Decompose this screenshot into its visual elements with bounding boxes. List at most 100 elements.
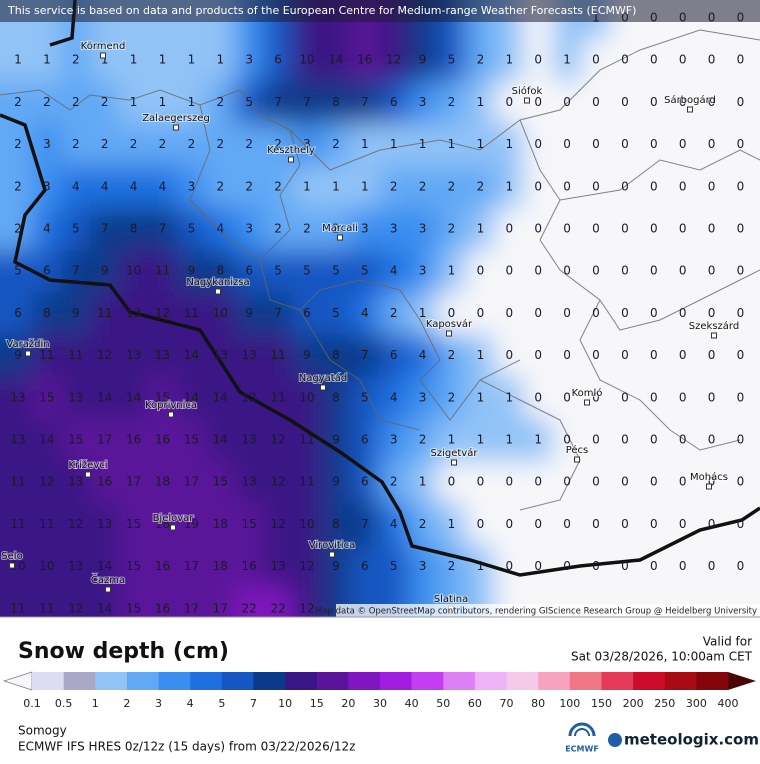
grid-value: 0 bbox=[477, 264, 485, 278]
grid-value: 1 bbox=[505, 137, 513, 151]
legend-title: Snow depth (cm) bbox=[18, 639, 229, 664]
field-cell bbox=[437, 461, 467, 504]
place-marker bbox=[105, 586, 111, 593]
grid-value: 10 bbox=[39, 559, 54, 573]
field-cell bbox=[119, 461, 149, 504]
grid-value: 16 bbox=[155, 601, 170, 615]
grid-value: 6 bbox=[361, 433, 369, 447]
field-cell bbox=[437, 250, 467, 293]
grid-value: 1 bbox=[130, 53, 138, 67]
grid-value: 2 bbox=[14, 137, 22, 151]
grid-value: 5 bbox=[448, 53, 456, 67]
grid-value: 2 bbox=[477, 179, 485, 193]
field-cell bbox=[61, 334, 91, 378]
grid-value: 4 bbox=[101, 179, 109, 193]
field-cell bbox=[234, 418, 265, 462]
field-cell bbox=[610, 207, 640, 251]
grid-value: 0 bbox=[534, 348, 542, 362]
grid-value: 13 bbox=[213, 348, 228, 362]
grid-value: 5 bbox=[361, 264, 369, 278]
grid-value: 1 bbox=[130, 95, 138, 109]
grid-value: 2 bbox=[332, 222, 340, 236]
grid-value: 1 bbox=[216, 53, 224, 67]
field-cell bbox=[610, 503, 640, 546]
grid-value: 3 bbox=[43, 137, 51, 151]
field-cell bbox=[726, 461, 760, 504]
grid-value: 0 bbox=[679, 53, 687, 67]
field-cell bbox=[176, 587, 207, 617]
grid-value: 2 bbox=[274, 179, 282, 193]
legend-swatch bbox=[190, 672, 223, 690]
field-cell bbox=[119, 250, 149, 293]
grid-value: 11 bbox=[39, 517, 54, 531]
field-cell bbox=[494, 81, 525, 124]
place-marker bbox=[100, 52, 106, 59]
field-cell bbox=[32, 292, 62, 335]
grid-value: 16 bbox=[155, 559, 170, 573]
field-cell bbox=[119, 587, 149, 617]
grid-value: 8 bbox=[43, 306, 51, 320]
grid-value: 0 bbox=[679, 475, 687, 489]
grid-value: 5 bbox=[332, 264, 340, 278]
field-cell bbox=[321, 165, 351, 209]
field-cell bbox=[148, 207, 178, 251]
grid-value: 0 bbox=[708, 390, 716, 404]
grid-value: 0 bbox=[448, 306, 456, 320]
place-marker bbox=[687, 106, 693, 113]
field-cell bbox=[523, 503, 554, 546]
grid-value: 2 bbox=[419, 433, 427, 447]
grid-value: 4 bbox=[390, 390, 398, 404]
field-cell bbox=[523, 123, 554, 167]
field-cell bbox=[465, 376, 496, 420]
field-cell bbox=[494, 376, 525, 420]
grid-value: 14 bbox=[184, 348, 199, 362]
field-cell bbox=[581, 207, 611, 251]
grid-value: 0 bbox=[563, 433, 571, 447]
field-cell bbox=[234, 123, 265, 167]
legend-swatch bbox=[95, 672, 128, 690]
field-cell bbox=[523, 376, 554, 420]
grid-value: 2 bbox=[419, 517, 427, 531]
grid-value: 0 bbox=[592, 517, 600, 531]
field-cell bbox=[234, 461, 265, 504]
grid-value: 11 bbox=[10, 517, 25, 531]
legend-under bbox=[2, 671, 33, 691]
place-marker bbox=[337, 234, 343, 241]
place-marker bbox=[288, 156, 294, 163]
grid-value: 2 bbox=[188, 137, 196, 151]
grid-value: 5 bbox=[274, 264, 282, 278]
grid-value: 1 bbox=[419, 306, 427, 320]
grid-value: 0 bbox=[737, 137, 745, 151]
field-cell bbox=[292, 250, 322, 293]
grid-value: 1 bbox=[477, 222, 485, 236]
grid-value: 4 bbox=[159, 179, 167, 193]
field-cell bbox=[90, 418, 120, 462]
field-cell bbox=[119, 503, 149, 546]
grid-value: 1 bbox=[361, 137, 369, 151]
grid-value: 2 bbox=[216, 95, 224, 109]
grid-value: 0 bbox=[650, 348, 658, 362]
field-cell bbox=[408, 334, 438, 378]
grid-value: 0 bbox=[621, 517, 629, 531]
map: 1000001121111136101416129521010000002222… bbox=[0, 0, 760, 617]
grid-value: 0 bbox=[621, 433, 629, 447]
field-cell bbox=[726, 292, 760, 335]
grid-value: 1 bbox=[477, 137, 485, 151]
grid-value: 0 bbox=[534, 222, 542, 236]
field-cell bbox=[610, 250, 640, 293]
grid-value: 2 bbox=[448, 348, 456, 362]
field-cell bbox=[234, 250, 265, 293]
grid-value: 11 bbox=[10, 601, 25, 615]
field-cell bbox=[263, 587, 294, 617]
field-cell bbox=[494, 123, 525, 167]
field-cell bbox=[581, 39, 611, 82]
field-cell bbox=[523, 207, 554, 251]
grid-value: 10 bbox=[299, 517, 314, 531]
grid-value: 5 bbox=[188, 222, 196, 236]
field-cell bbox=[494, 250, 525, 293]
field-cell bbox=[205, 207, 236, 251]
grid-value: 12 bbox=[299, 601, 314, 615]
place-name: Varaždin bbox=[6, 338, 49, 350]
grid-value: 1 bbox=[477, 390, 485, 404]
field-cell bbox=[90, 461, 120, 504]
